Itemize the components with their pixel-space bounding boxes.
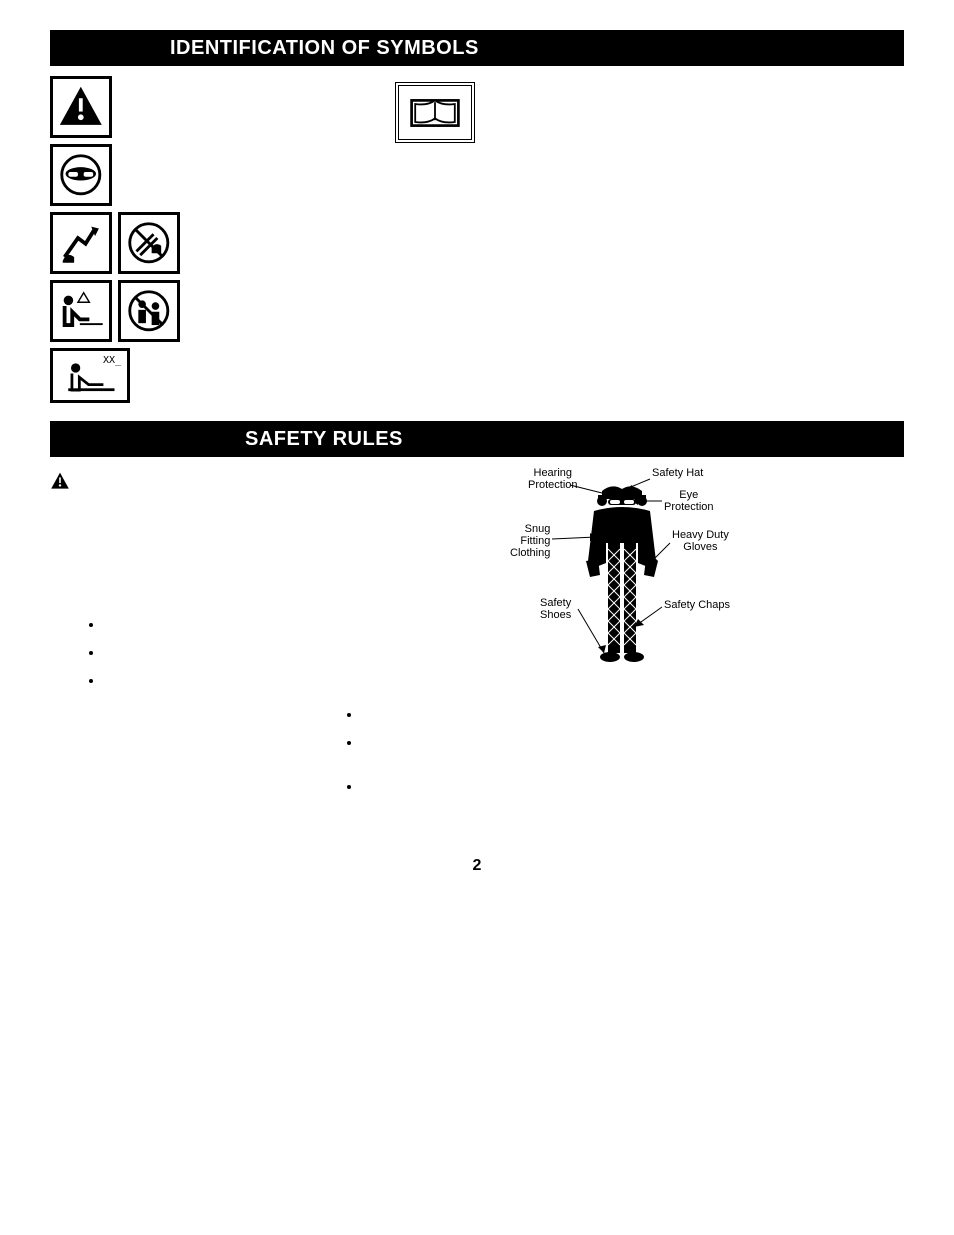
heading-identification-text: IDENTIFICATION OF SYMBOLS xyxy=(170,37,479,60)
read-manual-icon xyxy=(395,82,475,143)
symbol-kickback-hand xyxy=(50,212,112,274)
symbol-no-hand-saw xyxy=(118,212,180,274)
safety-left-column xyxy=(90,467,320,807)
symbol-eye-protection xyxy=(50,144,112,206)
page-number: 2 xyxy=(50,857,904,875)
right-bullet-2 xyxy=(362,735,904,739)
symbol-operator-danger xyxy=(50,280,112,342)
left-bullet-3 xyxy=(104,673,320,677)
symbol-grid: XX_ xyxy=(50,76,904,403)
section-heading-identification: IDENTIFICATION OF SYMBOLS xyxy=(50,30,904,66)
left-bullet-1 xyxy=(104,617,320,621)
sound-level-value: XX_ xyxy=(103,355,121,366)
safety-right-column: HearingProtection Safety Hat EyeProtecti… xyxy=(340,467,904,807)
left-bullet-2 xyxy=(104,645,320,649)
heading-safety-text: SAFETY RULES xyxy=(245,428,403,451)
inline-warning-icon xyxy=(50,478,70,495)
right-bullet-3 xyxy=(362,779,904,783)
symbol-warning-triangle xyxy=(50,76,112,138)
section-heading-safety: SAFETY RULES xyxy=(50,421,904,457)
symbol-sound-level: XX_ xyxy=(50,348,130,403)
right-bullet-1 xyxy=(362,707,904,711)
symbol-no-bystanders xyxy=(118,280,180,342)
protective-gear-figure: HearingProtection Safety Hat EyeProtecti… xyxy=(492,467,752,687)
